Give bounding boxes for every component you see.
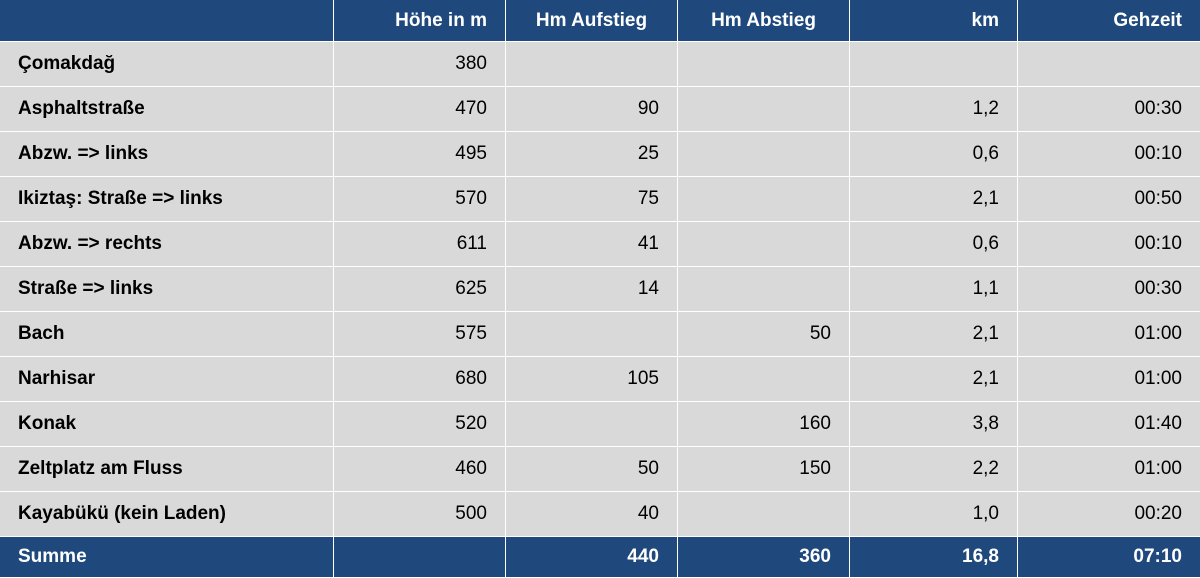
elevation-cell: 611 xyxy=(334,222,506,267)
elevation-cell: 625 xyxy=(334,267,506,312)
header-cell-elevation: Höhe in m xyxy=(334,0,506,42)
ascent-cell xyxy=(506,312,678,357)
sum-descent-cell: 360 xyxy=(678,537,850,578)
descent-cell xyxy=(678,177,850,222)
descent-cell: 150 xyxy=(678,447,850,492)
walking-time-cell: 00:20 xyxy=(1018,492,1200,537)
walking-time-cell: 01:40 xyxy=(1018,402,1200,447)
walking-time-cell: 00:30 xyxy=(1018,267,1200,312)
ascent-cell: 50 xyxy=(506,447,678,492)
elevation-cell: 380 xyxy=(334,42,506,87)
ascent-cell: 25 xyxy=(506,132,678,177)
ascent-cell xyxy=(506,42,678,87)
elevation-cell: 570 xyxy=(334,177,506,222)
waypoint-name-cell: Çomakdağ xyxy=(0,42,334,87)
ascent-cell: 40 xyxy=(506,492,678,537)
waypoint-name-cell: Abzw. => rechts xyxy=(0,222,334,267)
walking-time-cell: 00:10 xyxy=(1018,132,1200,177)
sum-distance-cell: 16,8 xyxy=(850,537,1018,578)
walking-time-cell: 00:10 xyxy=(1018,222,1200,267)
descent-cell xyxy=(678,267,850,312)
header-cell-ascent: Hm Aufstieg xyxy=(506,0,678,42)
walking-time-cell xyxy=(1018,42,1200,87)
distance-cell xyxy=(850,42,1018,87)
ascent-cell xyxy=(506,402,678,447)
elevation-cell: 520 xyxy=(334,402,506,447)
distance-cell: 1,2 xyxy=(850,87,1018,132)
waypoint-name-cell: Narhisar xyxy=(0,357,334,402)
walking-time-cell: 01:00 xyxy=(1018,447,1200,492)
ascent-cell: 90 xyxy=(506,87,678,132)
waypoint-name-cell: Ikiztaş: Straße => links xyxy=(0,177,334,222)
descent-cell xyxy=(678,222,850,267)
descent-cell xyxy=(678,42,850,87)
descent-cell xyxy=(678,87,850,132)
waypoint-name-cell: Abzw. => links xyxy=(0,132,334,177)
waypoint-name-cell: Bach xyxy=(0,312,334,357)
waypoint-name-cell: Zeltplatz am Fluss xyxy=(0,447,334,492)
waypoint-name-cell: Kayabükü (kein Laden) xyxy=(0,492,334,537)
distance-cell: 1,1 xyxy=(850,267,1018,312)
waypoint-name-cell: Asphaltstraße xyxy=(0,87,334,132)
distance-cell: 3,8 xyxy=(850,402,1018,447)
distance-cell: 0,6 xyxy=(850,132,1018,177)
waypoint-name-cell: Konak xyxy=(0,402,334,447)
walking-time-cell: 01:00 xyxy=(1018,312,1200,357)
header-cell-distance: km xyxy=(850,0,1018,42)
header-cell-waypoint xyxy=(0,0,334,42)
walking-time-cell: 00:30 xyxy=(1018,87,1200,132)
elevation-cell: 460 xyxy=(334,447,506,492)
distance-cell: 2,2 xyxy=(850,447,1018,492)
descent-cell xyxy=(678,492,850,537)
sum-ascent-cell: 440 xyxy=(506,537,678,578)
elevation-cell: 495 xyxy=(334,132,506,177)
elevation-cell: 680 xyxy=(334,357,506,402)
distance-cell: 0,6 xyxy=(850,222,1018,267)
walking-time-cell: 01:00 xyxy=(1018,357,1200,402)
ascent-cell: 41 xyxy=(506,222,678,267)
elevation-cell: 575 xyxy=(334,312,506,357)
sum-label-cell: Summe xyxy=(0,537,334,578)
waypoint-name-cell: Straße => links xyxy=(0,267,334,312)
ascent-cell: 75 xyxy=(506,177,678,222)
descent-cell xyxy=(678,132,850,177)
descent-cell xyxy=(678,357,850,402)
sum-elevation-cell xyxy=(334,537,506,578)
sum-walking-time-cell: 07:10 xyxy=(1018,537,1200,578)
ascent-cell: 105 xyxy=(506,357,678,402)
header-cell-descent: Hm Abstieg xyxy=(678,0,850,42)
elevation-cell: 500 xyxy=(334,492,506,537)
descent-cell: 160 xyxy=(678,402,850,447)
distance-cell: 2,1 xyxy=(850,357,1018,402)
header-cell-walking-time: Gehzeit xyxy=(1018,0,1200,42)
distance-cell: 2,1 xyxy=(850,177,1018,222)
walking-time-cell: 00:50 xyxy=(1018,177,1200,222)
descent-cell: 50 xyxy=(678,312,850,357)
elevation-cell: 470 xyxy=(334,87,506,132)
distance-cell: 1,0 xyxy=(850,492,1018,537)
ascent-cell: 14 xyxy=(506,267,678,312)
distance-cell: 2,1 xyxy=(850,312,1018,357)
